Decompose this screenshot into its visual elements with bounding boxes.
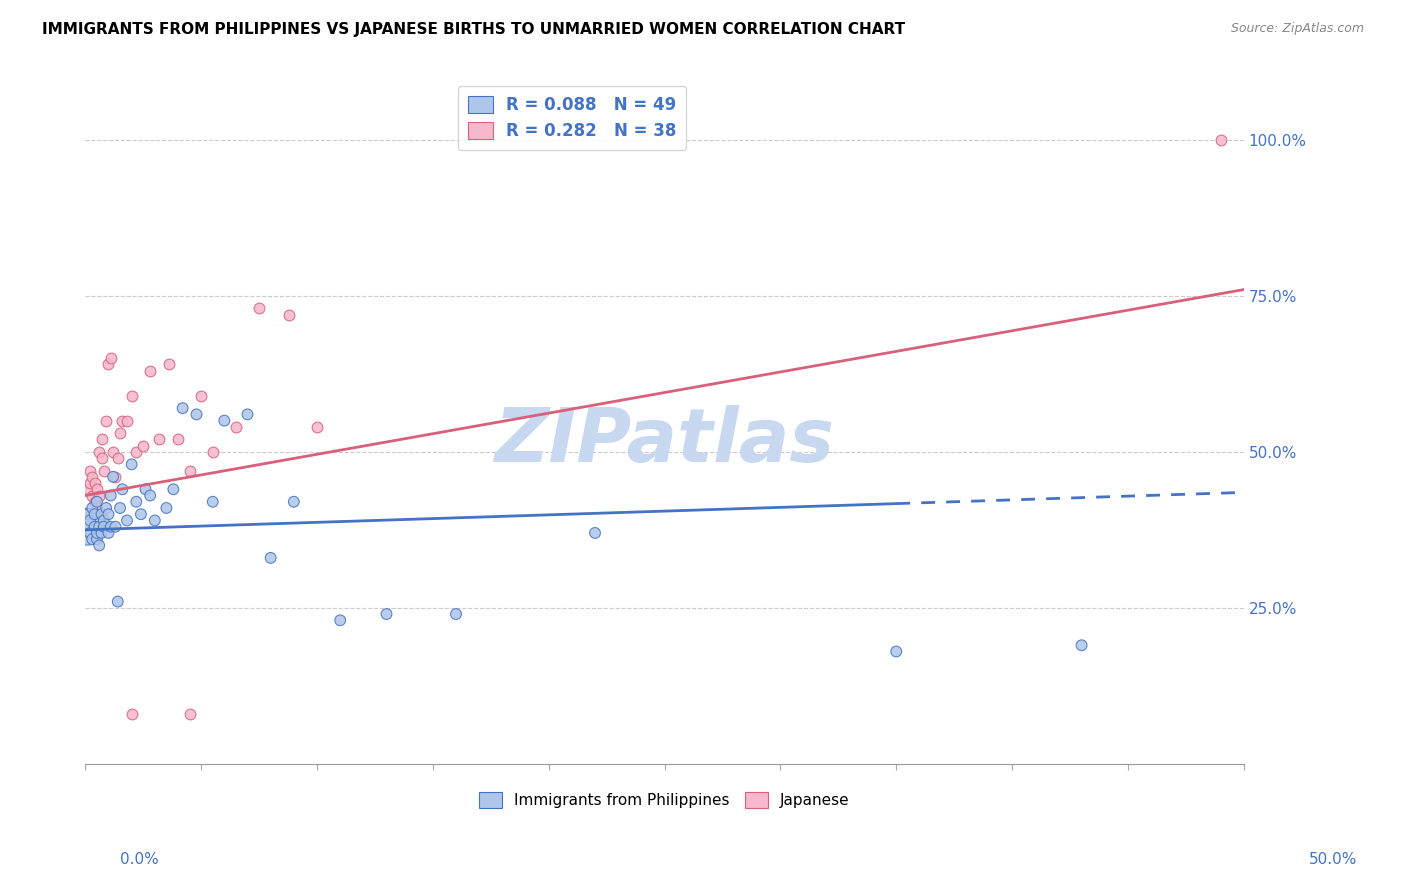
Point [86, 483, 108, 497]
Text: Source: ZipAtlas.com: Source: ZipAtlas.com [1230, 22, 1364, 36]
Point [121, 389, 143, 403]
Point [100, 351, 122, 366]
Point [115, 414, 138, 428]
Point [162, 483, 184, 497]
Point [82, 470, 104, 484]
Text: ZIPatlas: ZIPatlas [495, 405, 835, 478]
Point [132, 439, 155, 453]
Point [236, 408, 259, 422]
Point [108, 500, 131, 515]
Point [121, 458, 143, 472]
Point [157, 358, 180, 372]
Point [444, 607, 467, 621]
Point [83, 507, 105, 521]
Text: IMMIGRANTS FROM PHILIPPINES VS JAPANESE BIRTHS TO UNMARRIED WOMEN CORRELATION CH: IMMIGRANTS FROM PHILIPPINES VS JAPANESE … [42, 22, 905, 37]
Point [79, 464, 101, 478]
Point [305, 420, 328, 434]
Point [82, 532, 104, 546]
Point [375, 607, 398, 621]
Point [86, 494, 108, 508]
Point [283, 494, 305, 508]
Point [79, 476, 101, 491]
Point [94, 414, 117, 428]
Point [179, 464, 201, 478]
Point [107, 451, 129, 466]
Point [104, 470, 127, 484]
Point [93, 513, 115, 527]
Point [93, 464, 115, 478]
Point [79, 525, 101, 540]
Point [201, 494, 224, 508]
Point [90, 433, 112, 447]
Point [107, 594, 129, 608]
Point [86, 500, 108, 515]
Point [89, 538, 111, 552]
Point [97, 525, 120, 540]
Point [86, 525, 108, 540]
Point [100, 489, 122, 503]
Point [90, 507, 112, 521]
Point [82, 489, 104, 503]
Point [135, 483, 157, 497]
Point [97, 358, 120, 372]
Point [89, 445, 111, 459]
Point [186, 408, 208, 422]
Point [329, 613, 352, 627]
Point [167, 433, 190, 447]
Point [94, 500, 117, 515]
Point [214, 414, 236, 428]
Point [101, 470, 124, 484]
Point [83, 476, 105, 491]
Point [76, 519, 98, 533]
Point [172, 401, 194, 416]
Text: 50.0%: 50.0% [1309, 852, 1357, 867]
Point [155, 500, 177, 515]
Point [111, 483, 134, 497]
Point [1070, 638, 1092, 652]
Point [79, 513, 101, 527]
Point [190, 389, 212, 403]
Point [125, 494, 148, 508]
Point [583, 525, 606, 540]
Point [139, 489, 162, 503]
Point [179, 706, 201, 721]
Point [225, 420, 247, 434]
Point [115, 513, 138, 527]
Text: 0.0%: 0.0% [120, 852, 159, 867]
Point [111, 414, 134, 428]
Point [884, 644, 907, 658]
Point [76, 507, 98, 521]
Point [125, 445, 148, 459]
Point [247, 301, 270, 316]
Point [129, 507, 152, 521]
Point [89, 519, 111, 533]
Point [90, 451, 112, 466]
Point [108, 426, 131, 441]
Point [1209, 133, 1232, 147]
Point [101, 445, 124, 459]
Point [278, 308, 301, 322]
Point [139, 364, 162, 378]
Point [143, 513, 166, 527]
Point [82, 500, 104, 515]
Point [260, 550, 283, 565]
Point [201, 445, 224, 459]
Point [90, 525, 112, 540]
Point [83, 519, 105, 533]
Point [104, 519, 127, 533]
Point [93, 519, 115, 533]
Point [76, 483, 98, 497]
Point [100, 519, 122, 533]
Point [121, 706, 143, 721]
Point [148, 433, 170, 447]
Point [97, 507, 120, 521]
Legend: Immigrants from Philippines, Japanese: Immigrants from Philippines, Japanese [472, 787, 856, 814]
Point [89, 489, 111, 503]
Point [86, 532, 108, 546]
Point [83, 494, 105, 508]
